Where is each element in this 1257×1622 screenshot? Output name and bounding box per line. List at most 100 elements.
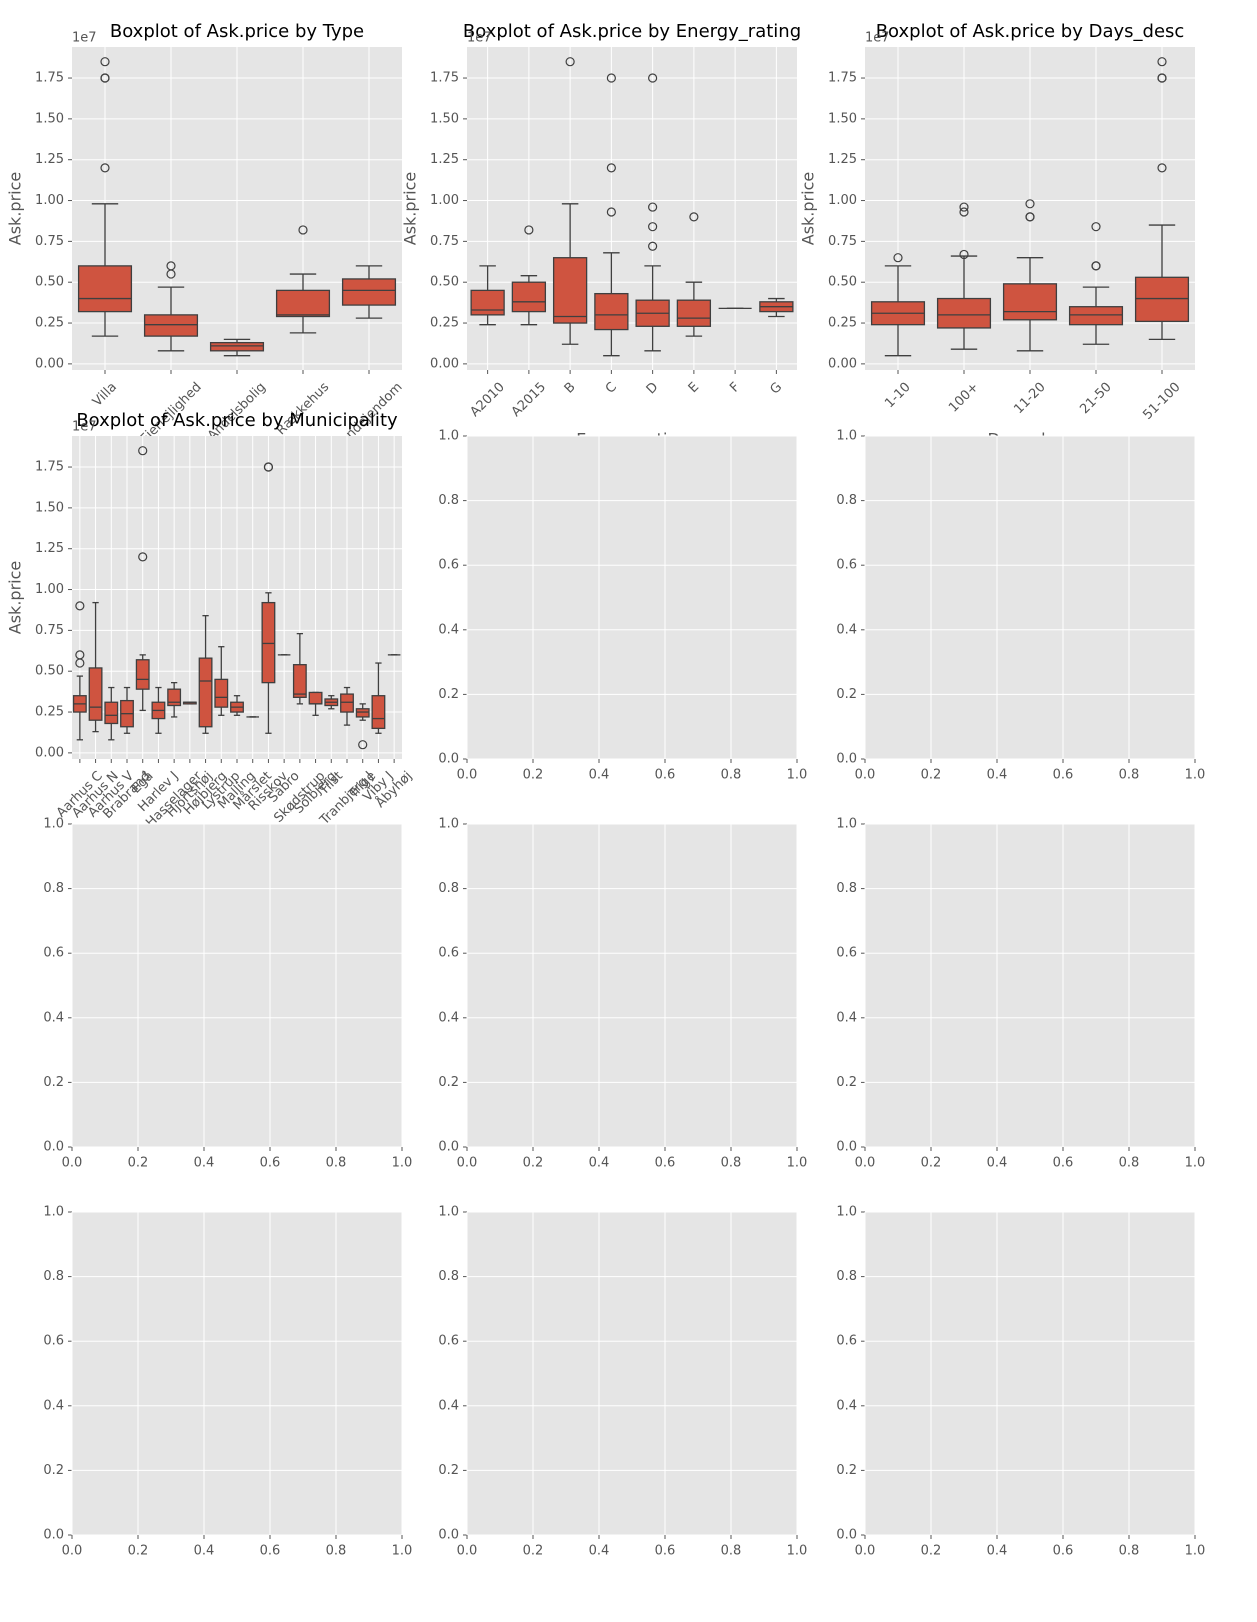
y-tick-label: 1.50: [828, 111, 857, 126]
axes-background: [865, 824, 1195, 1147]
y-tick-label: 1.00: [35, 193, 64, 208]
outlier: [606, 207, 616, 217]
box: [104, 701, 119, 725]
y-tick-label: 0.75: [430, 234, 459, 249]
y-tick-label: 0.00: [828, 356, 857, 371]
x-tick-label: 0.4: [987, 1544, 1008, 1559]
y-tick-label: 0.4: [43, 1398, 64, 1413]
y-tick-label: 1.0: [836, 429, 857, 444]
y-tick-label: 0.0: [438, 752, 459, 767]
x-tick-label: 1-10: [882, 380, 913, 411]
y-tick-label: 0.50: [828, 275, 857, 290]
x-tick-label: 0.6: [260, 1544, 281, 1559]
y-offset-label: 1e7: [865, 31, 890, 46]
x-tick-label: Villa: [90, 380, 120, 410]
x-tick-label: 0.8: [721, 1544, 742, 1559]
y-axis-label: Ask.price: [401, 172, 420, 245]
y-tick-label: 0.0: [43, 1528, 64, 1543]
x-tick-label: 0.8: [1119, 1544, 1140, 1559]
y-tick-label: 0.4: [438, 1398, 459, 1413]
y-tick-label: 0.75: [35, 234, 64, 249]
outlier: [75, 658, 85, 668]
outlier: [959, 207, 969, 217]
outlier: [100, 73, 110, 83]
y-tick-label: 1.25: [430, 152, 459, 167]
y-offset-label: 1e7: [467, 31, 492, 46]
outlier: [298, 225, 308, 235]
x-tick-label: 0.0: [62, 1544, 83, 1559]
box: [214, 678, 229, 708]
y-tick-label: 0.6: [836, 946, 857, 961]
x-tick-label: 1.0: [392, 1544, 413, 1559]
x-tick-label: 0.8: [721, 1156, 742, 1171]
outlier: [100, 163, 110, 173]
x-tick-label: 0.0: [855, 768, 876, 783]
box: [77, 265, 133, 313]
box: [1134, 276, 1190, 323]
outlier: [606, 73, 616, 83]
x-tick-label: 0.0: [457, 768, 478, 783]
y-tick-label: 0.75: [35, 623, 64, 638]
box: [1002, 283, 1058, 321]
y-tick-label: 1.0: [438, 817, 459, 832]
x-tick-label: 1.0: [1185, 768, 1206, 783]
outlier: [263, 462, 274, 472]
x-tick-label: 0.4: [194, 1156, 215, 1171]
outlier: [565, 57, 575, 67]
y-tick-label: 1.0: [438, 1205, 459, 1220]
x-tick-label: 1.0: [1185, 1156, 1206, 1171]
y-tick-label: 0.2: [438, 1463, 459, 1478]
y-offset-label: 1e7: [72, 31, 97, 46]
y-tick-label: 0.25: [35, 705, 64, 720]
x-tick-label: D: [644, 380, 662, 398]
y-tick-label: 1.0: [836, 817, 857, 832]
x-tick-label: 0.2: [523, 768, 544, 783]
x-tick-label: 0.0: [855, 1156, 876, 1171]
outlier: [524, 225, 534, 235]
outlier: [959, 202, 969, 212]
y-tick-label: 1.0: [43, 1205, 64, 1220]
subplot-title: Boxplot of Ask.price by Municipality: [76, 410, 398, 431]
box: [88, 667, 103, 721]
box: [511, 281, 547, 313]
box: [292, 664, 307, 698]
outlier: [689, 212, 699, 222]
axes-background: [865, 436, 1195, 759]
y-tick-label: 0.8: [836, 1269, 857, 1284]
outlier: [1157, 57, 1167, 67]
y-tick-label: 0.0: [836, 1528, 857, 1543]
x-tick-label: 0.8: [326, 1544, 347, 1559]
y-tick-label: 0.6: [438, 1334, 459, 1349]
x-tick-label: A2015: [509, 380, 549, 420]
outlier: [75, 601, 85, 611]
y-tick-label: 0.25: [828, 316, 857, 331]
y-tick-label: 0.2: [836, 687, 857, 702]
outlier: [138, 446, 148, 456]
y-tick-label: 0.0: [438, 1140, 459, 1155]
y-tick-label: 0.6: [438, 946, 459, 961]
outlier: [648, 222, 658, 232]
box: [552, 257, 588, 324]
y-tick-label: 1.00: [828, 193, 857, 208]
y-tick-label: 0.25: [430, 316, 459, 331]
box: [261, 601, 276, 684]
axes-background: [865, 1212, 1195, 1535]
y-tick-label: 0.2: [43, 1075, 64, 1090]
y-tick-label: 0.8: [438, 1269, 459, 1284]
axes-background: [72, 1212, 402, 1535]
outlier: [100, 57, 110, 67]
y-tick-label: 0.2: [836, 1463, 857, 1478]
x-tick-label: F: [727, 380, 743, 396]
box: [470, 289, 505, 316]
outlier: [606, 163, 616, 173]
y-tick-label: 0.6: [43, 1334, 64, 1349]
outlier: [648, 73, 658, 83]
y-axis-label: Ask.price: [6, 172, 25, 245]
x-tick-label: 0.2: [523, 1156, 544, 1171]
y-tick-label: 0.8: [43, 1269, 64, 1284]
y-tick-label: 0.50: [430, 275, 459, 290]
y-axis-label: Ask.price: [6, 561, 25, 634]
x-tick-label: 0.4: [987, 1156, 1008, 1171]
x-tick-label: 0.6: [655, 768, 676, 783]
x-tick-label: C: [603, 380, 620, 397]
